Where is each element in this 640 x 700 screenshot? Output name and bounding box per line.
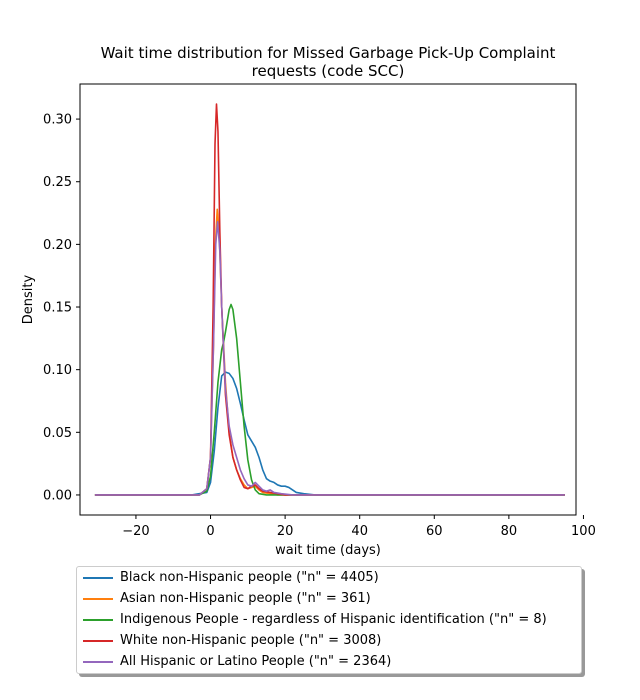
legend-entry: Asian non-Hispanic people ("n" = 361) [77,589,581,609]
legend-entry: White non-Hispanic people ("n" = 3008) [77,631,581,651]
x-tick-label: 60 [426,524,443,539]
x-tick-label: 20 [277,524,294,539]
y-tick-label: 0.05 [43,426,72,441]
legend-label: Indigenous People - regardless of Hispan… [120,612,547,627]
legend-label: Asian non-Hispanic people ("n" = 361) [120,591,371,606]
legend-label: White non-Hispanic people ("n" = 3008) [120,633,382,648]
legend-swatch [83,661,113,663]
chart-title-line: requests (code SCC) [252,62,405,80]
x-axis-label: wait time (days) [275,543,381,558]
y-tick-label: 0.20 [43,238,72,253]
y-axis-label: Density [21,274,36,324]
legend: Black non-Hispanic people ("n" = 4405) As… [76,566,582,674]
y-axis-ticks: 0.00 0.05 0.10 0.15 0.20 0.25 0.30 [43,113,80,503]
x-tick-label: 0 [206,524,214,539]
legend-label: All Hispanic or Latino People ("n" = 236… [120,654,392,669]
y-tick-label: 0.15 [43,301,72,316]
legend-entry: Indigenous People - regardless of Hispan… [77,610,581,630]
legend-entry: All Hispanic or Latino People ("n" = 236… [77,652,581,672]
legend-swatch [83,577,113,579]
y-tick-label: 0.10 [43,363,72,378]
y-tick-label: 0.30 [43,113,72,128]
chart-title: Wait time distribution for Missed Garbag… [101,44,556,80]
series-line-4 [94,103,565,496]
legend-label: Black non-Hispanic people ("n" = 4405) [120,570,379,585]
series-line-1 [94,371,565,496]
y-tick-label: 0.00 [43,488,72,503]
x-tick-label: −20 [122,524,149,539]
legend-swatch [83,598,113,600]
series-line-3 [94,303,565,496]
series-lines [94,103,565,496]
plot-area-frame [79,83,577,516]
chart-title-line: Wait time distribution for Missed Garbag… [101,44,556,62]
y-tick-label: 0.25 [43,175,72,190]
legend-swatch [83,640,113,642]
series-line-2 [94,208,565,496]
x-tick-label: 80 [501,524,518,539]
legend-entry: Black non-Hispanic people ("n" = 4405) [77,568,581,588]
x-tick-label: 40 [351,524,368,539]
x-axis-ticks: −20 0 20 40 60 80 100 [122,515,596,539]
x-tick-label: 100 [571,524,596,539]
legend-swatch [83,619,113,621]
series-line-5 [94,221,565,496]
